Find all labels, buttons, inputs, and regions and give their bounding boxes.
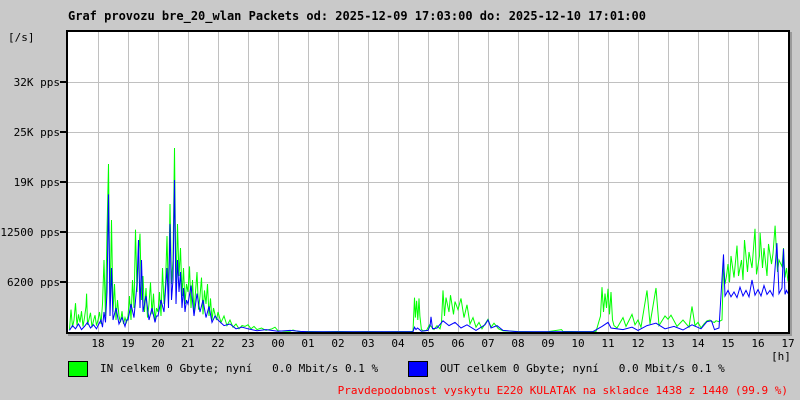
x-axis-tick-label: 15 [721,337,735,350]
out-series-line [69,179,788,332]
legend-in-swatch [68,361,88,377]
y-axis-tick-label: 32K pps [13,76,60,89]
x-axis-tick-label: 23 [241,337,255,350]
x-axis-tick-label: 20 [151,337,165,350]
x-axis-tick-label: 02 [331,337,345,350]
y-axis-tick-label: 19K pps [13,176,60,189]
x-axis-tick-label: 21 [181,337,195,350]
y-axis-tick-mark [60,81,66,83]
traffic-chart [68,32,788,332]
legend-out-swatch [408,361,428,377]
y-axis-tick-label: 6200 pps [7,276,60,289]
x-axis-tick-label: 07 [481,337,495,350]
legend-out-label: OUT celkem 0 Gbyte; nyní 0.0 Mbit/s 0.1 … [440,362,725,375]
y-axis-tick-mark [60,231,66,233]
x-axis-tick-label: 11 [601,337,615,350]
x-axis-tick-label: 09 [541,337,555,350]
x-axis-unit-label: [h] [771,350,791,363]
x-axis-tick-label: 06 [451,337,465,350]
x-axis-tick-label: 01 [301,337,315,350]
legend-in-label: IN celkem 0 Gbyte; nyní 0.0 Mbit/s 0.1 % [100,362,379,375]
y-axis-tick-mark [60,181,66,183]
x-axis-tick-label: 10 [571,337,585,350]
x-axis-tick-label: 17 [781,337,795,350]
x-axis-tick-label: 03 [361,337,375,350]
graph-title: Graf provozu bre_20_wlan Packets od: 202… [68,9,646,23]
probability-footer-text: Pravdepodobnost vyskytu E220 KULATAK na … [337,384,788,397]
y-axis-tick-mark [60,281,66,283]
x-axis-tick-label: 04 [391,337,405,350]
x-axis-tick-label: 14 [691,337,705,350]
y-axis-tick-mark [60,131,66,133]
x-axis-tick-label: 08 [511,337,525,350]
x-axis-tick-label: 12 [631,337,645,350]
x-axis-tick-label: 13 [661,337,675,350]
y-axis-tick-label: 25K pps [13,126,60,139]
y-axis-unit-label: [/s] [8,31,35,44]
x-axis-tick-label: 19 [121,337,135,350]
x-axis-tick-label: 18 [91,337,105,350]
x-axis-tick-label: 16 [751,337,765,350]
x-axis-tick-label: 22 [211,337,225,350]
x-axis-tick-label: 00 [271,337,285,350]
x-axis-tick-label: 05 [421,337,435,350]
y-axis-tick-label: 12500 pps [0,226,60,239]
